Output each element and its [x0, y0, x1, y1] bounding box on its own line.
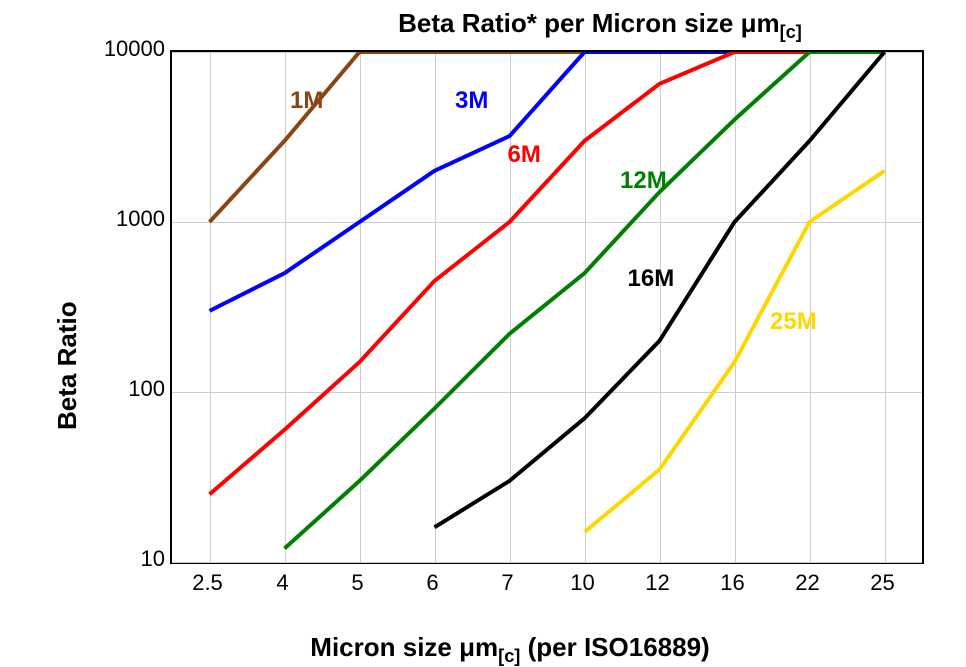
x-tick-label: 22: [778, 570, 838, 596]
x-tick-label: 12: [628, 570, 688, 596]
x-tick-label: 10: [553, 570, 613, 596]
plot-area: [170, 50, 924, 564]
x-tick-label: 4: [253, 570, 313, 596]
chart-title: Beta Ratio* per Micron size μm[c]: [280, 8, 920, 43]
y-tick-label: 1000: [75, 206, 165, 232]
y-tick-label: 100: [75, 376, 165, 402]
y-tick-label: 10000: [75, 36, 165, 62]
series-12M: [285, 52, 885, 549]
gridline-horizontal: [172, 562, 922, 563]
series-label-1M: 1M: [290, 87, 323, 115]
series-label-3M: 3M: [455, 87, 488, 115]
series-layer: [172, 52, 922, 562]
series-label-6M: 6M: [508, 141, 541, 169]
x-tick-label: 16: [703, 570, 763, 596]
x-tick-label: 5: [328, 570, 388, 596]
x-tick-label: 25: [853, 570, 913, 596]
series-label-16M: 16M: [628, 265, 675, 293]
series-label-12M: 12M: [620, 167, 667, 195]
x-tick-label: 7: [478, 570, 538, 596]
y-axis-label: Beta Ratio: [52, 301, 83, 430]
x-tick-label: 2.5: [178, 570, 238, 596]
x-tick-label: 6: [403, 570, 463, 596]
y-tick-label: 10: [75, 546, 165, 572]
series-label-25M: 25M: [770, 308, 817, 336]
